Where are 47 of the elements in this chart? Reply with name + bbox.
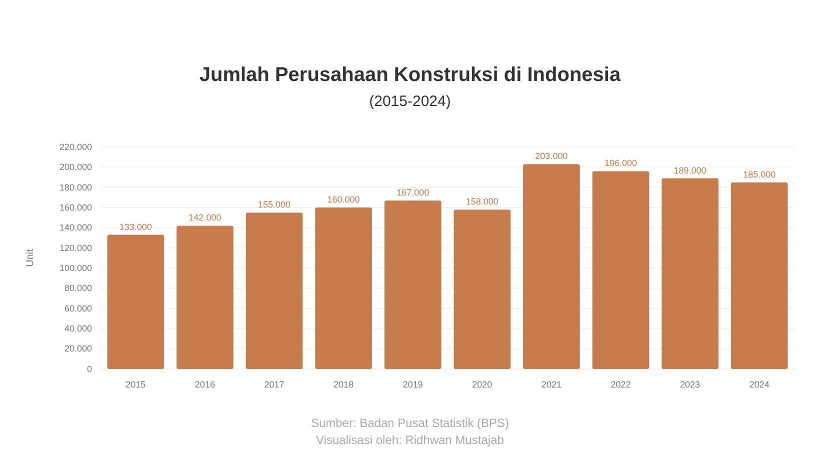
x-tick-label: 2018 [334, 379, 354, 390]
bar [107, 234, 164, 369]
bar [662, 178, 718, 369]
x-tick-label: 2019 [402, 379, 423, 390]
data-label: 167.000 [396, 187, 430, 198]
data-label: 158.000 [466, 196, 498, 207]
bar [730, 182, 788, 369]
data-label: 196.000 [604, 158, 638, 168]
bar [592, 171, 650, 369]
x-tick-label: 2023 [680, 379, 700, 390]
y-tick-label: 140.000 [59, 222, 92, 233]
x-tick-label: 2015 [126, 379, 146, 390]
bar [454, 210, 511, 369]
y-tick-label: 200.000 [59, 162, 92, 172]
text: Sumber: Badan Pusat Statistik (BPS) [310, 416, 510, 430]
data-label: 155.000 [258, 200, 291, 210]
y-tick-label: 100.000 [59, 262, 92, 273]
data-label: 160.000 [327, 194, 360, 205]
x-tick-label: 2022 [610, 379, 631, 390]
y-tick-label: 180.000 [59, 182, 92, 192]
data-label: 185.000 [743, 169, 776, 180]
chart-subtitle: (2015-2024) [369, 93, 451, 110]
y-tick-label: 20.000 [64, 344, 92, 354]
y-axis-title: Unit [25, 248, 36, 267]
data-label: 189.000 [674, 165, 706, 176]
chart-title: Jumlah Perusahaan Konstruksi di Indonesia [199, 64, 622, 86]
x-tick-label: 2024 [749, 379, 770, 390]
data-label: 142.000 [188, 212, 222, 223]
bar [315, 208, 372, 369]
x-tick-label: 2016 [194, 379, 215, 390]
text: Visualisasi oleh: Ridhwan Mustajab [316, 433, 504, 447]
bar [384, 200, 442, 369]
x-tick-label: 2020 [472, 379, 492, 390]
data-label: 203.000 [535, 151, 568, 162]
y-tick-label: 120.000 [59, 242, 92, 253]
y-tick-label: 0 [86, 364, 92, 374]
data-label: 133.000 [119, 222, 152, 232]
bar [246, 212, 303, 369]
x-tick-label: 2017 [264, 379, 284, 390]
y-tick-label: 220.000 [59, 142, 92, 152]
y-tick-label: 160.000 [59, 202, 92, 212]
x-tick-label: 2021 [541, 379, 562, 390]
bar [523, 164, 580, 369]
y-tick-label: 40.000 [64, 324, 92, 334]
y-tick-label: 60.000 [64, 303, 92, 314]
y-tick-label: 80.000 [64, 283, 92, 294]
bar [176, 226, 234, 369]
